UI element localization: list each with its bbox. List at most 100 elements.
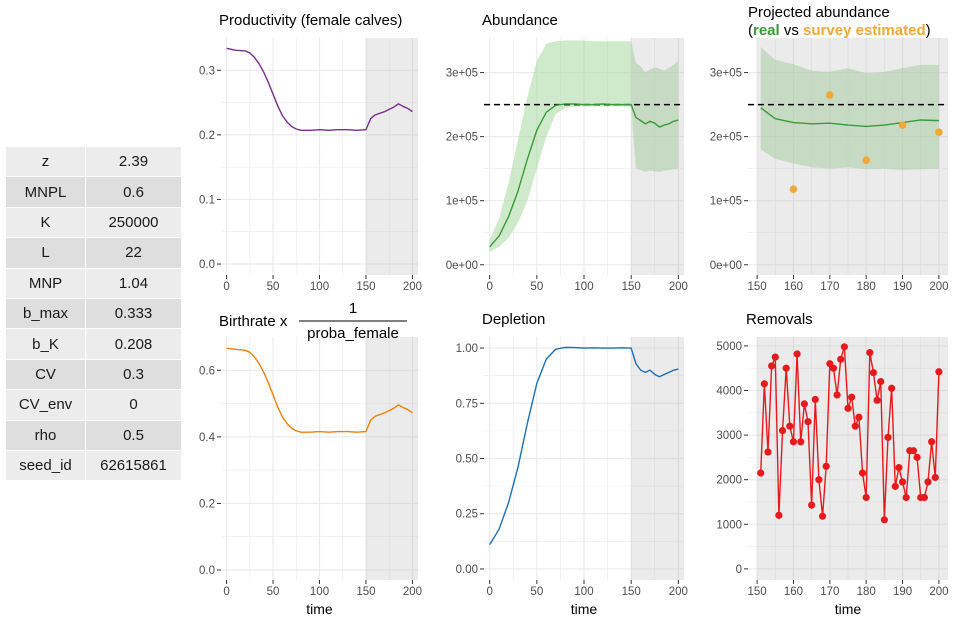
y-tick-label: 0.00	[456, 564, 478, 576]
x-tick-label: 0	[223, 281, 229, 293]
data-point	[837, 355, 845, 363]
x-axis-label: time	[306, 601, 333, 617]
subtitle-part: survey estimated	[803, 22, 926, 39]
panel-birthrate: 0 50 100 150 200 0.0 0.2 0.4 0.6 time Birthrate x 1…	[199, 300, 422, 617]
y-tick-label: 0.6	[199, 365, 215, 377]
x-tick-label: 0	[223, 586, 229, 598]
param-key: seed_id	[5, 449, 86, 482]
series-line	[760, 107, 939, 128]
title-fraction-denominator: proba_female	[307, 325, 399, 342]
plot-area	[484, 38, 684, 275]
x-tick-label: 160	[784, 281, 803, 293]
plot-area	[484, 337, 684, 580]
x-axis-label: time	[835, 601, 862, 617]
data-point	[771, 353, 779, 361]
y-tick-label: 3e+05	[710, 68, 742, 80]
param-key: rho	[5, 419, 86, 451]
series-line	[489, 346, 679, 546]
x-tick-label: 200	[669, 281, 688, 293]
x-tick-label: 50	[530, 586, 543, 598]
projection-shade	[631, 337, 684, 580]
x-tick-label: 150	[622, 586, 641, 598]
data-point	[833, 391, 841, 399]
data-point	[808, 501, 816, 509]
y-tick-label: 1e+05	[446, 196, 478, 208]
confidence-band	[760, 46, 939, 170]
chart-title: Removals	[746, 311, 813, 328]
data-point	[920, 493, 928, 502]
y-tick-label: 0e+00	[710, 260, 742, 272]
y-tick-label: 0.1	[199, 194, 215, 206]
survey-estimate-point	[789, 185, 798, 193]
data-point	[888, 384, 896, 392]
data-point	[895, 464, 903, 472]
subtitle-part: )	[926, 22, 931, 39]
param-row: b_max 0.333	[5, 297, 182, 330]
x-tick-label: 50	[267, 281, 280, 293]
param-value: 2.39	[85, 145, 182, 178]
x-tick-label: 200	[929, 586, 948, 598]
y-tick-label: 3e+05	[446, 68, 478, 80]
x-tick-label: 150	[356, 586, 375, 598]
y-tick-label: 2e+05	[710, 132, 742, 144]
param-value: 250000	[85, 206, 182, 239]
data-point	[928, 438, 936, 446]
param-value: 0.3	[85, 358, 182, 391]
projection-shade	[631, 38, 684, 275]
plot-area	[221, 337, 418, 580]
chart-title: Depletion	[482, 311, 545, 328]
x-tick-label: 180	[857, 281, 876, 293]
param-value: 1.04	[85, 267, 182, 299]
data-point	[855, 413, 863, 421]
y-tick-label: 0.2	[199, 498, 215, 510]
param-row: CV 0.3	[5, 358, 182, 391]
data-point	[851, 422, 859, 430]
x-tick-label: 150	[747, 586, 766, 598]
param-key: b_max	[5, 297, 86, 330]
data-point	[869, 369, 878, 377]
param-key: MNPL	[5, 176, 86, 208]
projection-shade	[757, 38, 948, 275]
param-key: b_K	[5, 328, 86, 360]
data-point	[822, 462, 830, 470]
plot-area	[221, 38, 418, 275]
param-value: 0.333	[85, 297, 182, 330]
param-row: z 2.39	[5, 145, 182, 178]
x-tick-label: 100	[574, 281, 593, 293]
data-point	[775, 511, 783, 519]
x-tick-label: 170	[820, 281, 839, 293]
projection-shade	[365, 38, 418, 275]
x-tick-label: 50	[530, 281, 543, 293]
y-tick-label: 5000	[716, 341, 742, 353]
plot-area	[748, 337, 948, 580]
data-point	[778, 427, 787, 435]
data-point	[844, 404, 852, 412]
param-value: 0.6	[85, 176, 182, 208]
x-tick-label: 100	[574, 586, 593, 598]
param-key: K	[5, 206, 86, 239]
data-point	[898, 478, 907, 486]
chart-title: Projected abundance	[748, 4, 890, 21]
y-tick-label: 0.75	[456, 398, 478, 410]
chart-title: Productivity (female calves)	[219, 12, 402, 29]
x-tick-label: 100	[310, 586, 329, 598]
data-point	[902, 493, 910, 502]
x-tick-label: 200	[669, 586, 688, 598]
chart-title: Abundance	[482, 12, 558, 29]
y-tick-label: 1e+05	[710, 196, 742, 208]
param-row: MNPL 0.6	[5, 176, 182, 208]
y-tick-label: 2000	[716, 475, 742, 487]
y-tick-label: 0.0	[199, 259, 215, 271]
chart-subtitle: (real vs survey estimated)	[748, 22, 931, 39]
data-point	[884, 433, 892, 441]
data-point	[764, 448, 772, 456]
subtitle-part: (	[748, 22, 753, 39]
x-tick-label: 160	[784, 586, 803, 598]
data-point	[789, 438, 798, 446]
data-point	[757, 469, 765, 477]
projection-shade	[365, 337, 418, 580]
y-tick-label: 4000	[716, 386, 742, 398]
x-tick-label: 150	[356, 281, 375, 293]
x-tick-label: 0	[486, 586, 492, 598]
y-tick-label: 0.3	[199, 65, 215, 77]
